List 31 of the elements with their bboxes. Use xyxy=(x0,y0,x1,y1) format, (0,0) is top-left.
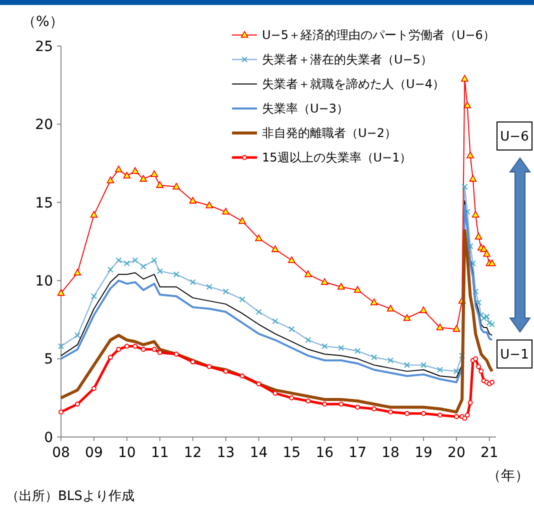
x-tick-label: 19 xyxy=(414,445,432,461)
legend-label: 非自発的離職者（U−2） xyxy=(262,126,396,140)
y-axis-title: （%） xyxy=(22,14,64,30)
text: U−6 xyxy=(500,130,529,145)
x-tick-label: 10 xyxy=(118,445,136,461)
x-tick-label: 13 xyxy=(216,445,235,461)
x-tick-label: 14 xyxy=(250,445,268,461)
y-tick-label: 15 xyxy=(35,195,53,212)
x-axis-title: （年） xyxy=(487,468,529,484)
x-tick-label: 15 xyxy=(282,445,301,461)
x-tick-label: 08 xyxy=(52,445,70,461)
y-tick-label: 25 xyxy=(35,38,53,55)
y-tick-label: 20 xyxy=(35,117,53,134)
x-tick-label: 18 xyxy=(382,445,400,461)
text: （出所）BLSより作成 xyxy=(6,489,134,504)
legend-label: 15週以上の失業率（U−1） xyxy=(262,150,412,165)
text: U−1 xyxy=(500,348,529,363)
y-tick-label: 10 xyxy=(35,274,53,290)
x-tick-label: 17 xyxy=(348,445,367,461)
legend-label: 失業者＋潜在的失業者（U−5） xyxy=(262,52,432,67)
y-tick-label: 5 xyxy=(44,352,53,368)
legend-label: 失業率（U−3） xyxy=(262,102,348,116)
y-tick-label: 0 xyxy=(44,430,53,446)
x-tick-label: 11 xyxy=(150,445,169,461)
x-tick-label: 21 xyxy=(480,445,498,461)
legend-label: U−5＋経済的理由のパート労働者（U−6） xyxy=(262,28,495,42)
x-tick-label: 09 xyxy=(85,445,103,461)
x-tick-label: 16 xyxy=(316,445,334,461)
legend-label: 失業者＋就職を諦めた人（U−4） xyxy=(262,77,444,92)
x-tick-label: 12 xyxy=(184,445,202,461)
x-tick-label: 20 xyxy=(448,445,466,461)
